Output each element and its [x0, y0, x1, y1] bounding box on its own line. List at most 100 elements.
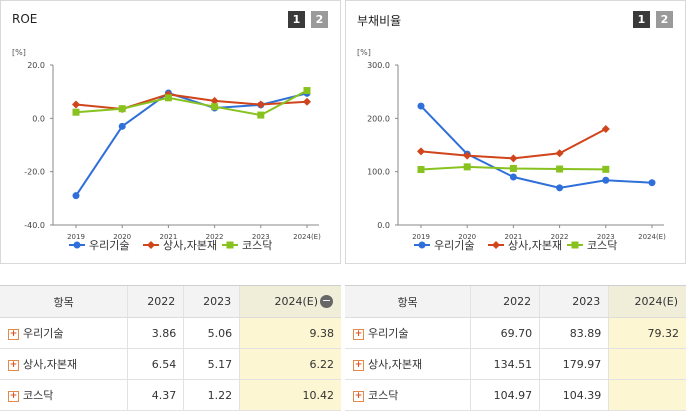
col-header-item: 항목	[0, 285, 128, 318]
data-point	[164, 94, 172, 102]
roe-page-2-button[interactable]: 2	[311, 11, 328, 28]
y-tick-label: 0.0	[32, 114, 45, 123]
col-header-2023: 2023	[539, 285, 609, 318]
y-tick-label: 300.0	[367, 61, 390, 70]
cell-2023: 104.39	[539, 379, 609, 411]
data-point	[118, 122, 126, 130]
legend-marker	[492, 241, 500, 249]
data-point	[303, 97, 311, 106]
table-row: + 우리기술 69.70 83.89 79.32	[345, 317, 686, 349]
row-label: + 우리기술	[345, 317, 471, 349]
data-point	[417, 166, 425, 174]
series-line-1	[420, 128, 607, 160]
cell-2024e: 9.38	[239, 317, 341, 349]
cell-2024e	[608, 348, 686, 380]
y-tick-label: -20.0	[24, 168, 45, 177]
cell-2024e	[608, 379, 686, 411]
x-tick-label: 2021	[504, 233, 522, 241]
col-header-2024e-label: 2024(E)	[274, 294, 318, 308]
data-point	[463, 151, 472, 160]
legend-marker	[418, 241, 426, 249]
series-line-0	[420, 105, 653, 189]
col-header-item: 항목	[345, 285, 471, 318]
data-point	[210, 96, 219, 105]
roe-line-chart: [%] -40.0 -20.0 0.0 20.0 2019 2020 2021 2022 2023…	[12, 48, 321, 252]
row-label: + 코스닥	[0, 379, 128, 411]
table-row: + 코스닥 104.97 104.39	[345, 379, 686, 411]
data-point	[556, 165, 564, 173]
debt-pager: 1 2	[633, 11, 673, 28]
roe-page-1-button[interactable]: 1	[288, 11, 305, 28]
data-point	[648, 179, 656, 187]
cell-2022: 6.54	[127, 348, 184, 380]
col-header-2023: 2023	[183, 285, 240, 318]
x-tick-label: 2019	[67, 233, 85, 241]
row-name: 우리기술	[23, 327, 64, 340]
legend-marker	[147, 241, 155, 249]
x-tick-label: 2021	[159, 233, 177, 241]
series-line-2	[75, 89, 308, 117]
data-point	[211, 103, 219, 111]
legend-label: 우리기술	[434, 239, 474, 252]
y-tick-label: 0.0	[377, 221, 390, 230]
expand-plus-icon[interactable]: +	[8, 328, 19, 340]
cell-2024e: 10.42	[239, 379, 341, 411]
data-point	[509, 154, 518, 163]
data-point	[72, 192, 80, 200]
y-tick-label: 100.0	[367, 168, 390, 177]
debt-title: 부채비율	[357, 14, 402, 28]
expand-plus-icon[interactable]: +	[8, 359, 19, 371]
legend-marker	[226, 241, 234, 249]
x-tick-label: 2022	[551, 233, 569, 241]
debt-page-2-button[interactable]: 2	[656, 11, 673, 28]
legend-label: 우리기술	[89, 239, 129, 252]
x-tick-label: 2024(E)	[638, 233, 666, 241]
x-tick-label: 2023	[252, 233, 270, 241]
cell-2024e: 79.32	[608, 317, 686, 349]
table-row: + 상사,자본재 134.51 179.97	[345, 348, 686, 380]
data-point	[509, 164, 517, 172]
x-tick-label: 2020	[113, 233, 131, 241]
table-row: + 상사,자본재 6.54 5.17 6.22	[0, 348, 341, 380]
cell-2023: 5.06	[183, 317, 240, 349]
expand-plus-icon[interactable]: +	[353, 328, 364, 340]
row-label: + 우리기술	[0, 317, 128, 349]
table-header-row: 항목 2022 2023 2024(E)	[345, 285, 686, 318]
data-point	[602, 176, 610, 184]
x-tick-label: 2019	[412, 233, 430, 241]
data-point	[417, 147, 425, 156]
data-point	[257, 111, 265, 119]
legend-label: 상사,자본재	[508, 239, 562, 252]
y-tick-label: 200.0	[367, 114, 390, 123]
row-name: 상사,자본재	[23, 358, 78, 371]
collapse-icon[interactable]: −	[320, 294, 333, 309]
series-line-1	[75, 93, 308, 111]
table-header-row: 항목 2022 2023 2024(E) −	[0, 285, 341, 318]
expand-plus-icon[interactable]: +	[353, 359, 364, 371]
data-point	[463, 163, 471, 171]
row-name: 우리기술	[368, 327, 409, 340]
data-point	[256, 100, 265, 109]
row-name: 코스닥	[23, 389, 54, 402]
data-point	[601, 125, 610, 134]
legend-marker	[571, 241, 579, 249]
legend-label: 코스닥	[242, 239, 272, 252]
x-tick-label: 2024(E)	[293, 233, 321, 241]
roe-title: ROE	[12, 12, 38, 26]
y-tick-label: 20.0	[27, 61, 45, 70]
expand-plus-icon[interactable]: +	[353, 390, 364, 402]
legend-label: 코스닥	[587, 239, 617, 252]
cell-2023: 5.17	[183, 348, 240, 380]
debt-page-1-button[interactable]: 1	[633, 11, 650, 28]
y-unit-label: [%]	[357, 48, 371, 57]
row-label: + 코스닥	[345, 379, 471, 411]
data-point	[556, 184, 564, 192]
data-point	[72, 100, 80, 109]
row-name: 상사,자본재	[368, 358, 423, 371]
cell-2022: 134.51	[470, 348, 540, 380]
roe-table: 항목 2022 2023 2024(E) − + 우리기술 3.86 5.06 9.…	[0, 285, 341, 411]
expand-plus-icon[interactable]: +	[8, 390, 19, 402]
debt-table: 항목 2022 2023 2024(E) + 우리기술 69.70 83.89 7…	[345, 285, 686, 411]
col-header-2022: 2022	[127, 285, 184, 318]
cell-2022: 3.86	[127, 317, 184, 349]
